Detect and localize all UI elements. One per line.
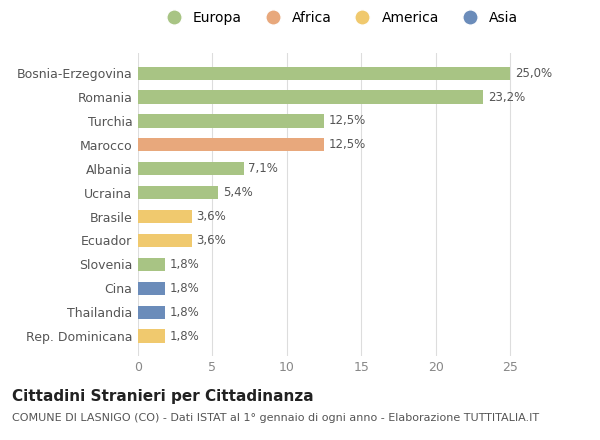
Bar (138, 114, 324, 128)
Bar (138, 138, 324, 151)
Bar (138, 186, 218, 199)
Text: COMUNE DI LASNIGO (CO) - Dati ISTAT al 1° gennaio di ogni anno - Elaborazione TU: COMUNE DI LASNIGO (CO) - Dati ISTAT al 1… (12, 413, 539, 423)
Bar (138, 330, 165, 343)
Text: 1,8%: 1,8% (169, 306, 199, 319)
Bar (138, 234, 191, 247)
Text: 1,8%: 1,8% (169, 330, 199, 342)
Text: 12,5%: 12,5% (329, 138, 366, 151)
Text: 25,0%: 25,0% (515, 67, 552, 80)
Text: 1,8%: 1,8% (169, 282, 199, 295)
Bar (138, 66, 510, 80)
Text: 5,4%: 5,4% (223, 186, 253, 199)
Bar (138, 162, 244, 175)
Bar (138, 305, 165, 319)
Text: 12,5%: 12,5% (329, 114, 366, 128)
Text: 1,8%: 1,8% (169, 258, 199, 271)
Text: 23,2%: 23,2% (488, 91, 525, 103)
Bar (138, 210, 191, 223)
Bar (138, 282, 165, 295)
Bar (138, 91, 484, 104)
Legend: Europa, Africa, America, Asia: Europa, Africa, America, Asia (160, 11, 518, 25)
Text: 3,6%: 3,6% (196, 234, 226, 247)
Text: 7,1%: 7,1% (248, 162, 278, 175)
Text: 3,6%: 3,6% (196, 210, 226, 223)
Bar (138, 258, 165, 271)
Text: Cittadini Stranieri per Cittadinanza: Cittadini Stranieri per Cittadinanza (12, 389, 314, 404)
